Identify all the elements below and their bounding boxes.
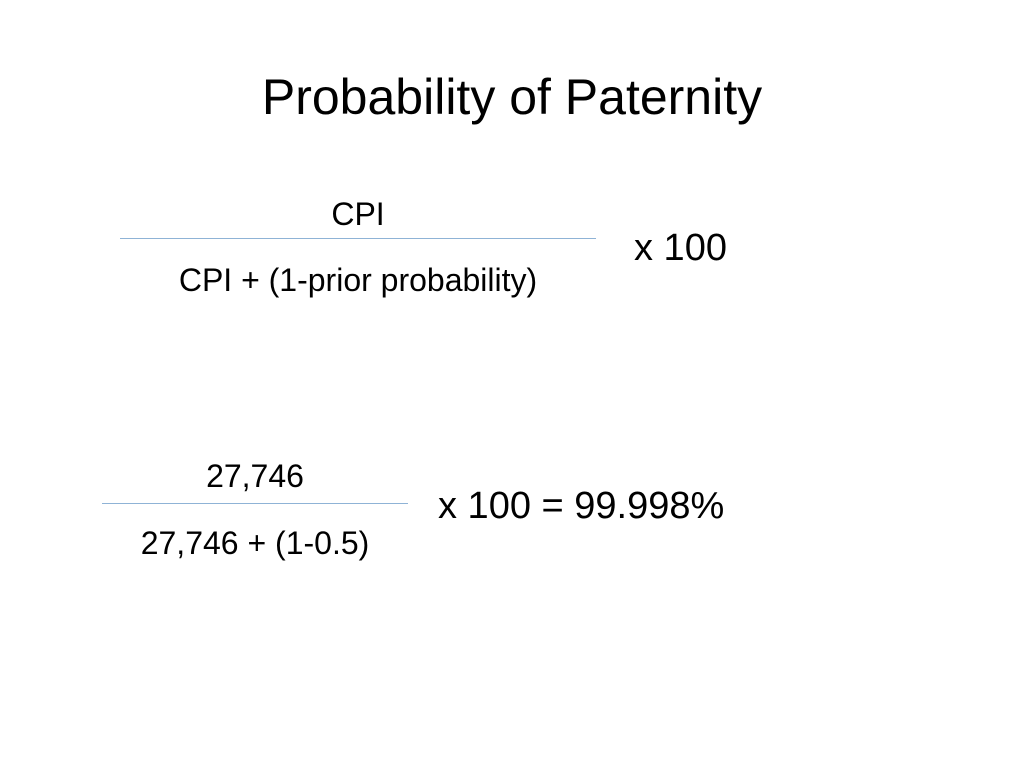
example-numerator: 27,746 — [206, 458, 304, 494]
formula-numerator: CPI — [331, 196, 385, 232]
example-denominator: 27,746 + (1-0.5) — [140, 525, 370, 561]
example-fraction-bar — [102, 503, 408, 504]
formula-multiplier: x 100 — [634, 227, 727, 269]
example-result: x 100 = 99.998% — [438, 485, 725, 527]
formula-denominator: CPI + (1-prior probability) — [178, 262, 538, 298]
formula-fraction-bar — [120, 238, 596, 239]
slide-title: Probability of Paternity — [261, 69, 763, 125]
